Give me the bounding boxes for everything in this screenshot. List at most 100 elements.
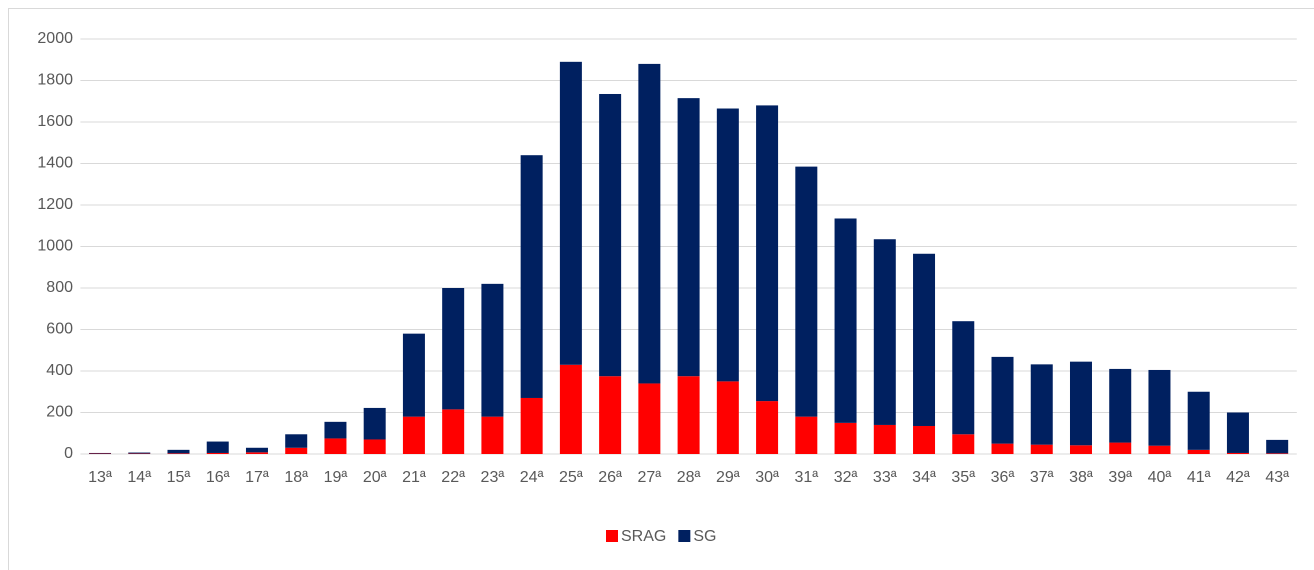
bar-segment [1226, 412, 1249, 453]
bar-segment [1187, 391, 1210, 450]
x-tick-label: 41ª [1187, 469, 1211, 486]
x-tick-label: 28ª [677, 469, 701, 486]
bar-segment [873, 239, 896, 425]
bar-segment [245, 452, 268, 454]
y-tick-label: 1400 [37, 155, 73, 172]
bar-segment [128, 452, 151, 454]
bar-segment [834, 422, 857, 454]
x-tick-label: 14ª [127, 469, 151, 486]
bar-segment [520, 155, 543, 398]
bar-segment [285, 447, 308, 454]
bar-segment [520, 397, 543, 454]
bar-segment [991, 356, 1014, 444]
bar-segment [913, 253, 936, 426]
x-tick-label: 22ª [441, 469, 465, 486]
x-tick-label: 39ª [1108, 469, 1132, 486]
bar-segment [167, 449, 190, 454]
bar-segment [206, 452, 229, 454]
bar-segment [952, 321, 975, 435]
legend-swatch [678, 530, 691, 542]
x-tick-label: 24ª [520, 469, 544, 486]
y-tick-label: 0 [64, 445, 73, 462]
bar-segment [481, 283, 504, 417]
x-tick-label: 29ª [716, 469, 740, 486]
bar-segment [1226, 452, 1249, 454]
bar-segment [677, 376, 700, 454]
bar-segment [638, 63, 661, 384]
x-tick-label: 30ª [755, 469, 779, 486]
chart-frame [8, 8, 1314, 570]
x-tick-label: 20ª [363, 469, 387, 486]
bar-segment [1030, 444, 1053, 454]
y-tick-label: 1200 [37, 196, 73, 213]
bar-segment [167, 453, 190, 454]
bar-segment [873, 424, 896, 454]
x-tick-label: 37ª [1030, 469, 1054, 486]
bar-segment [481, 416, 504, 454]
bar-segment [1069, 445, 1092, 454]
bar-segment [324, 421, 347, 439]
bar-segment [285, 434, 308, 448]
x-tick-label: 18ª [284, 469, 308, 486]
x-tick-label: 19ª [324, 469, 348, 486]
x-tick-label: 33ª [873, 469, 897, 486]
legend-swatch [606, 530, 618, 542]
x-tick-label: 42ª [1226, 469, 1250, 486]
bar-segment [795, 416, 818, 454]
y-tick-label: 200 [46, 404, 73, 421]
x-tick-label: 43ª [1265, 469, 1289, 486]
x-tick-label: 34ª [912, 469, 936, 486]
bar-segment [442, 409, 465, 454]
x-tick-label: 36ª [991, 469, 1015, 486]
x-tick-label: 38ª [1069, 469, 1093, 486]
bar-segment [1148, 369, 1171, 446]
bar-segment [599, 376, 622, 454]
bar-segment [206, 441, 229, 453]
bar-segment [756, 105, 779, 402]
bar-segment [677, 98, 700, 377]
bar-segment [402, 416, 425, 454]
y-tick-label: 1000 [37, 238, 73, 255]
bar-segment [716, 108, 739, 382]
bar-segment [363, 407, 386, 440]
bar-segment [599, 93, 622, 377]
x-tick-label: 40ª [1148, 469, 1172, 486]
legend-label: SRAG [621, 528, 666, 545]
x-tick-label: 25ª [559, 469, 583, 486]
bar-segment [559, 61, 582, 365]
y-tick-label: 2000 [37, 30, 73, 47]
x-tick-label: 35ª [951, 469, 975, 486]
bar-segment [913, 425, 936, 454]
bar-segment [363, 439, 386, 454]
x-tick-label: 32ª [834, 469, 858, 486]
bar-segment [1148, 445, 1171, 454]
bar-segment [442, 288, 465, 410]
bar-segment [1187, 449, 1210, 454]
bar-segment [324, 438, 347, 454]
bar-segment [638, 383, 661, 454]
bar-segment [1109, 442, 1132, 454]
bar-segment [1109, 368, 1132, 443]
bar-segment [402, 333, 425, 417]
legend-label: SG [693, 528, 716, 545]
x-tick-label: 16ª [206, 469, 230, 486]
y-tick-label: 800 [46, 279, 73, 296]
bar-segment [89, 452, 112, 454]
bar-segment [756, 401, 779, 454]
x-tick-label: 31ª [794, 469, 818, 486]
bar-segment [1266, 439, 1289, 454]
y-tick-label: 400 [46, 362, 73, 379]
x-tick-label: 15ª [167, 469, 191, 486]
bar-segment [1266, 453, 1289, 454]
x-tick-label: 13ª [88, 469, 112, 486]
bar-segment [1030, 364, 1053, 445]
bar-segment [991, 443, 1014, 454]
y-tick-label: 1600 [37, 113, 73, 130]
y-tick-label: 600 [46, 321, 73, 338]
x-tick-label: 26ª [598, 469, 622, 486]
x-tick-label: 23ª [481, 469, 505, 486]
y-tick-label: 1800 [37, 72, 73, 89]
bar-segment [795, 166, 818, 417]
x-tick-label: 17ª [245, 469, 269, 486]
